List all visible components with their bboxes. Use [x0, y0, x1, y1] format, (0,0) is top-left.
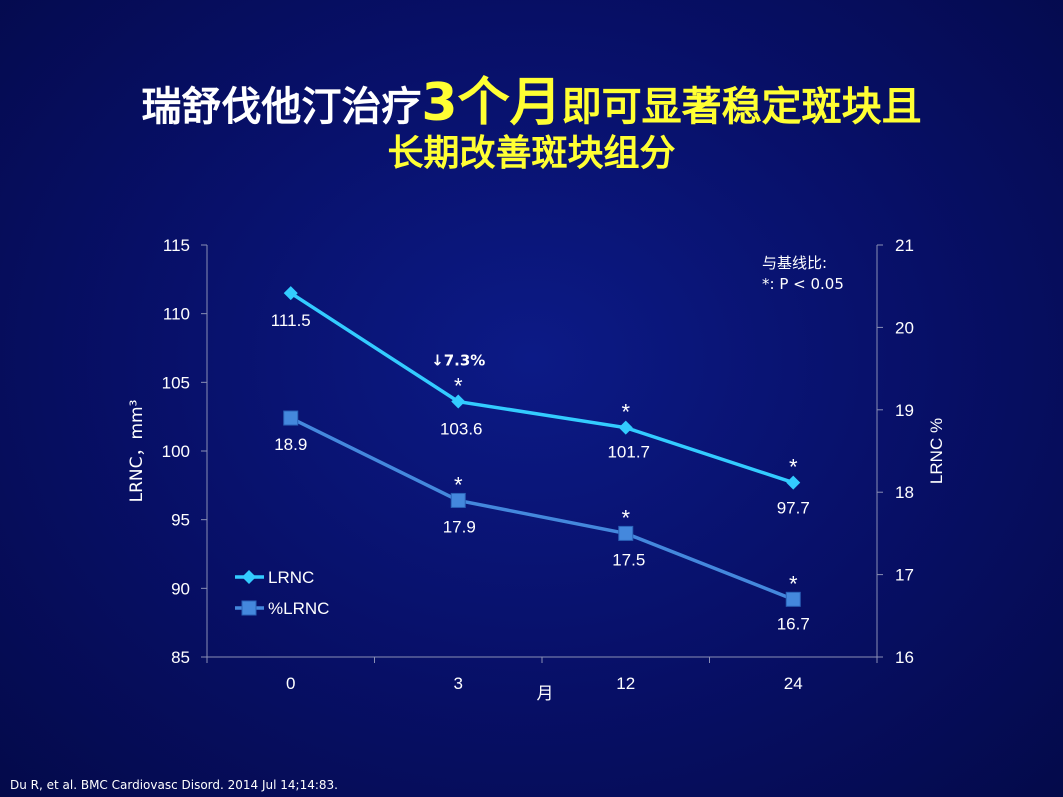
point-diamond — [451, 394, 466, 409]
point-square — [785, 591, 801, 607]
significance-star: * — [454, 374, 463, 399]
data-label: 17.5 — [612, 550, 645, 569]
y-tick-label-right: 17 — [895, 566, 914, 585]
y-tick-label-right: 21 — [895, 236, 914, 255]
series-line-pct-lrnc — [289, 416, 794, 601]
series-line-lrnc — [289, 291, 794, 485]
data-label: 111.5 — [271, 311, 311, 330]
point-square — [618, 525, 634, 541]
citation: Du R, et al. BMC Cardiovasc Disord. 2014… — [10, 778, 338, 792]
significance-note: 与基线比: *: P < 0.05 — [762, 253, 844, 295]
legend-label: %LRNC — [268, 599, 329, 618]
x-tick-label: 0 — [286, 674, 295, 693]
legend-marker-diamond — [242, 570, 256, 584]
y-tick-label-left: 90 — [171, 579, 190, 598]
title-highlight: 3个月 — [421, 73, 562, 133]
point-diamond — [786, 475, 801, 490]
y-tick-label-right: 16 — [895, 648, 914, 667]
note-line2: *: P < 0.05 — [762, 275, 844, 293]
y-tick-label-left: 115 — [163, 236, 190, 255]
y-tick-label-right: 20 — [895, 318, 914, 337]
significance-star: * — [789, 455, 798, 480]
title-part1: 瑞舒伐他汀治疗 — [141, 84, 422, 130]
y-axis-title-left: LRNC，mm³ — [127, 400, 147, 503]
y-tick-label-left: 100 — [162, 442, 190, 461]
data-label: 97.7 — [777, 499, 810, 518]
x-tick-label: 12 — [616, 674, 635, 693]
data-label: 101.7 — [607, 443, 650, 462]
point-diamond — [283, 286, 298, 301]
data-label: 18.9 — [274, 435, 307, 454]
data-label: 17.9 — [443, 517, 476, 536]
point-square — [283, 410, 299, 426]
slide-title-line1: 瑞舒伐他汀治疗3个月即可显著稳定斑块且 — [0, 60, 1063, 135]
y-tick-label-right: 19 — [895, 401, 914, 420]
y-tick-label-left: 85 — [171, 648, 190, 667]
x-tick-label: 24 — [784, 674, 803, 693]
slide-title-line2: 长期改善斑块组分 — [387, 133, 676, 174]
y-axis-title-right: LRNC % — [927, 418, 946, 484]
title-part2: 即可显著稳定斑块且 — [561, 84, 922, 130]
point-diamond — [618, 420, 633, 435]
significance-star: * — [621, 505, 630, 530]
significance-star: * — [621, 400, 630, 425]
x-axis-title: 月 — [537, 684, 554, 704]
legend-label: LRNC — [268, 568, 314, 587]
y-tick-label-left: 105 — [162, 373, 190, 392]
y-tick-label-left: 110 — [163, 305, 190, 324]
legend-marker-square — [241, 600, 257, 616]
y-tick-label-left: 95 — [171, 511, 190, 530]
x-tick-label: 3 — [454, 674, 463, 693]
change-annotation: ↓7.3% — [431, 352, 485, 370]
data-label: 16.7 — [777, 614, 810, 633]
point-square — [450, 492, 466, 508]
data-label: 103.6 — [440, 420, 483, 439]
significance-star: * — [454, 472, 463, 497]
significance-star: * — [789, 571, 798, 596]
note-line1: 与基线比: — [762, 254, 828, 272]
y-tick-label-right: 18 — [895, 483, 914, 502]
